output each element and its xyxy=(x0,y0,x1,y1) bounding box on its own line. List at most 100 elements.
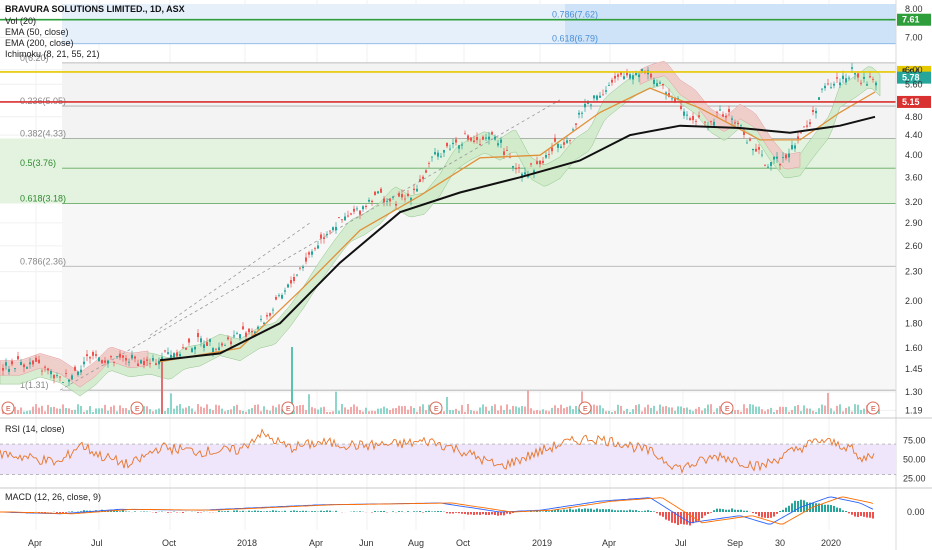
volume-bar xyxy=(47,404,49,414)
candle-body xyxy=(164,350,166,352)
price-tick: 1.60 xyxy=(905,343,923,353)
macd-histogram-bar xyxy=(398,511,400,512)
candle-body xyxy=(620,72,622,75)
volume-bar xyxy=(74,409,76,414)
earnings-marker-label: E xyxy=(6,406,11,413)
macd-histogram-bar xyxy=(599,509,601,512)
candle-body xyxy=(95,354,97,356)
volume-bar xyxy=(146,406,148,414)
candle-body xyxy=(152,358,154,361)
legend-volume[interactable]: Vol (20) xyxy=(5,16,36,26)
price-tick: 1.80 xyxy=(905,318,923,328)
volume-bar xyxy=(491,405,493,414)
volume-bar xyxy=(518,407,520,414)
macd-histogram-bar xyxy=(737,509,739,512)
volume-bar xyxy=(59,408,61,414)
volume-bar xyxy=(197,404,199,414)
volume-bar xyxy=(533,410,535,414)
volume-bar xyxy=(608,410,610,414)
candle-body xyxy=(98,357,100,361)
candle-body xyxy=(323,237,325,240)
macd-label[interactable]: MACD (12, 26, close, 9) xyxy=(5,492,101,502)
volume-bar xyxy=(149,409,151,414)
macd-tick: 0.00 xyxy=(907,507,925,517)
macd-histogram-bar xyxy=(740,509,742,512)
candle-body xyxy=(353,208,355,212)
candle-body xyxy=(713,121,715,126)
volume-bar xyxy=(80,406,82,414)
rsi-label[interactable]: RSI (14, close) xyxy=(5,424,65,434)
macd-histogram-bar xyxy=(854,512,856,517)
volume-bar xyxy=(227,409,229,414)
volume-bar xyxy=(695,408,697,414)
volume-bar xyxy=(773,411,775,414)
macd-histogram-bar xyxy=(650,510,652,512)
legend-ichimoku[interactable]: Ichimoku (8, 21, 55, 21) xyxy=(5,49,100,59)
volume-bar xyxy=(851,411,853,414)
candle-body xyxy=(632,75,634,80)
macd-histogram-bar xyxy=(755,512,757,514)
volume-bar xyxy=(35,404,37,414)
volume-bar xyxy=(263,406,265,414)
volume-bar xyxy=(332,411,334,414)
candle-body xyxy=(398,193,400,197)
candle-body xyxy=(425,170,427,173)
fib-level-label: 0.786(2.36) xyxy=(20,256,66,266)
candle-body xyxy=(671,98,673,100)
candle-body xyxy=(659,82,661,84)
volume-bar xyxy=(545,410,547,414)
volume-bar xyxy=(194,411,196,414)
volume-bar xyxy=(842,411,844,414)
macd-histogram-bar xyxy=(446,512,448,514)
macd-pane: 0.00 xyxy=(0,496,925,526)
volume-bar xyxy=(488,410,490,414)
candle-body xyxy=(389,198,391,202)
volume-bar xyxy=(362,411,364,414)
candle-body xyxy=(725,115,727,118)
macd-histogram-bar xyxy=(260,510,262,512)
volume-bar xyxy=(560,404,562,414)
volume-bar xyxy=(836,405,838,414)
volume-bar xyxy=(29,410,31,414)
candle-body xyxy=(731,118,733,120)
candle-body xyxy=(455,139,457,143)
last-price-tag-text: 5.78 xyxy=(902,73,920,83)
volume-bar xyxy=(233,406,235,414)
macd-histogram-bar xyxy=(545,510,547,512)
macd-histogram-bar xyxy=(62,512,64,514)
candle-body xyxy=(23,364,25,368)
macd-histogram-bar xyxy=(470,512,472,515)
macd-histogram-bar xyxy=(236,510,238,512)
volume-bar xyxy=(170,393,172,414)
macd-histogram-bar xyxy=(716,508,718,512)
macd-histogram-bar xyxy=(377,511,379,512)
macd-histogram-bar xyxy=(434,511,436,512)
macd-histogram-bar xyxy=(734,509,736,512)
rsi-tick: 50.00 xyxy=(903,454,926,464)
volume-bar xyxy=(668,407,670,414)
earnings-marker xyxy=(130,401,144,415)
volume-bar xyxy=(614,411,616,414)
rsi-pane: 75.00 50.00 25.00 xyxy=(0,428,926,483)
macd-histogram-bar xyxy=(581,509,583,512)
candle-body xyxy=(278,295,280,297)
volume-bar xyxy=(551,407,553,414)
candle-body xyxy=(464,133,466,135)
macd-histogram-bar xyxy=(506,512,508,514)
candle-body xyxy=(824,85,826,89)
candle-body xyxy=(143,360,145,365)
candle-body xyxy=(392,196,394,198)
time-axis[interactable]: Apr Jul Oct 2018 Apr Jun Aug Oct 2019 Apr Jul Sep 30… xyxy=(28,538,841,548)
legend-ema-50[interactable]: EMA (50, close) xyxy=(5,27,69,37)
macd-histogram-bar xyxy=(638,511,640,512)
earnings-marker xyxy=(866,401,880,415)
volume-bar xyxy=(212,410,214,414)
volume-bar xyxy=(554,405,556,414)
macd-histogram-bar xyxy=(644,510,646,512)
volume-bar xyxy=(359,410,361,414)
macd-histogram-bar xyxy=(869,512,871,518)
candle-body xyxy=(275,297,277,300)
legend-ema-200[interactable]: EMA (200, close) xyxy=(5,38,74,48)
volume-bar xyxy=(374,411,376,414)
